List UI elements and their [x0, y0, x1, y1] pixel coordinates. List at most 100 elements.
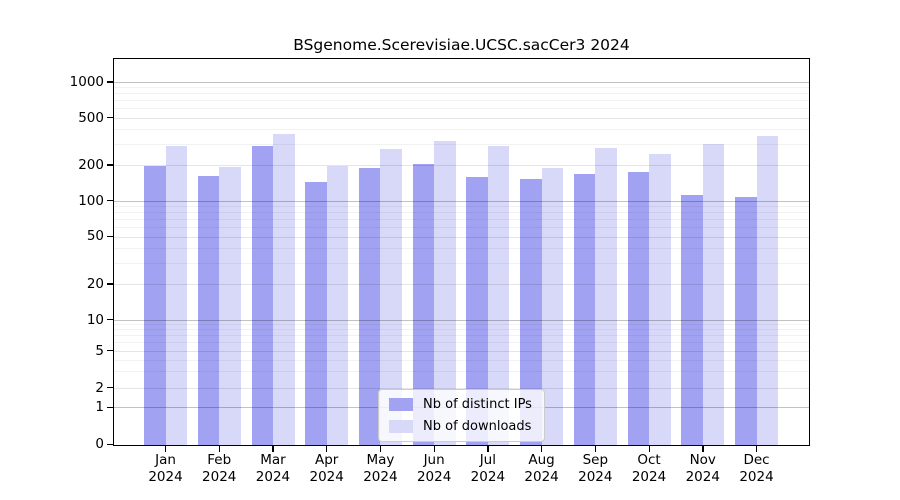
x-tick-mark: [433, 445, 435, 452]
y-tick-mark: [107, 164, 114, 166]
y-tick-label: 500: [78, 109, 104, 126]
gridline: [114, 100, 809, 102]
bar-distinct-ips-jan-2024: [144, 165, 166, 445]
x-tick-mark: [379, 445, 382, 452]
gridline: [114, 371, 809, 373]
bar-distinct-ips-sep-2024: [573, 173, 596, 445]
chart-title: BSgenome.Scerevisiae.UCSC.sacCer3 2024: [293, 36, 630, 54]
y-tick-mark: [107, 283, 114, 285]
x-tick-mark: [326, 445, 328, 452]
gridline: [114, 236, 809, 238]
bars-layer: [114, 59, 809, 445]
legend-swatch-distinct-ips: [389, 398, 413, 411]
gridline: [114, 323, 809, 325]
x-tick-label: May 2024: [348, 452, 412, 486]
y-tick-label: 0: [95, 436, 104, 452]
y-tick-mark: [107, 200, 114, 202]
gridline: [114, 206, 809, 208]
gridline: [114, 219, 809, 221]
x-tick-year: 2024: [578, 469, 613, 485]
gridline: [114, 335, 809, 337]
bar-distinct-ips-oct-2024: [627, 171, 649, 445]
x-tick-label: Mar 2024: [241, 452, 305, 486]
gridline: [114, 262, 809, 264]
x-tick-mark: [165, 445, 167, 452]
legend-label: Nb of distinct IPs: [423, 397, 532, 412]
bar-distinct-ips-may-2024: [358, 167, 381, 445]
bar-downloads-dec-2024: [756, 135, 778, 445]
x-tick-year: 2024: [363, 469, 398, 485]
gridline: [114, 108, 809, 110]
y-tick-mark: [107, 81, 114, 83]
x-tick-year: 2024: [309, 469, 344, 485]
y-tick-label: 1000: [69, 73, 104, 90]
grid-layer: [114, 59, 809, 445]
bar-downloads-oct-2024: [649, 153, 671, 445]
x-tick-mark: [756, 445, 758, 452]
gridline: [114, 319, 809, 321]
x-tick-month: Apr: [314, 452, 339, 468]
gridline: [114, 283, 809, 285]
x-tick-year: 2024: [470, 469, 506, 485]
bar-distinct-ips-aug-2024: [520, 179, 542, 445]
y-tick-label: 10: [86, 311, 104, 328]
bar-distinct-ips-mar-2024: [251, 146, 273, 445]
x-tick-mark: [594, 445, 597, 452]
bar-downloads-mar-2024: [273, 134, 295, 445]
bar-downloads-jun-2024: [434, 141, 456, 445]
x-tick-mark: [702, 445, 704, 452]
gridline: [114, 350, 809, 352]
gridline: [114, 248, 809, 249]
gridline: [114, 227, 809, 229]
x-tick-label: Jun 2024: [402, 452, 466, 486]
gridline: [114, 164, 809, 166]
x-tick-month: Nov: [689, 452, 716, 468]
x-tick-label: Oct 2024: [617, 452, 681, 486]
gridline: [114, 93, 809, 95]
x-tick-month: Jan: [155, 452, 176, 468]
bar-distinct-ips-jul-2024: [466, 176, 488, 445]
y-tick-mark: [107, 319, 114, 321]
y-tick-label: 200: [78, 156, 104, 173]
y-tick-mark: [107, 387, 114, 389]
y-tick-label: 5: [95, 342, 104, 359]
gridline: [114, 87, 809, 89]
bar-downloads-jul-2024: [487, 145, 510, 445]
legend-label: Nb of downloads: [423, 419, 532, 434]
y-tick-mark: [107, 443, 114, 445]
gridline: [114, 359, 809, 361]
x-tick-label: Apr 2024: [295, 452, 359, 486]
y-tick-mark: [107, 350, 114, 352]
y-tick-mark: [107, 406, 114, 409]
x-tick-month: Feb: [207, 452, 232, 468]
y-tick-label: 20: [86, 275, 104, 292]
x-tick-year: 2024: [524, 469, 559, 485]
y-tick-label: 2: [95, 379, 104, 396]
gridline: [114, 387, 809, 389]
bar-downloads-feb-2024: [219, 166, 241, 445]
x-tick-mark: [487, 445, 489, 452]
y-tick-label: 50: [86, 228, 104, 245]
x-tick-month: May: [366, 452, 395, 468]
x-tick-label: Feb 2024: [187, 452, 251, 486]
x-tick-month: Sep: [582, 452, 609, 468]
x-tick-year: 2024: [739, 469, 774, 485]
x-tick-mark: [648, 445, 650, 452]
bar-downloads-may-2024: [380, 148, 402, 445]
legend: Nb of distinct IPs Nb of downloads: [378, 389, 545, 442]
y-tick-mark: [107, 235, 114, 238]
x-tick-label: Aug 2024: [510, 452, 574, 486]
x-tick-mark: [218, 445, 221, 452]
x-tick-label: Jan 2024: [134, 452, 198, 486]
gridline: [114, 144, 809, 145]
x-tick-mark: [541, 445, 543, 452]
bar-downloads-apr-2024: [326, 165, 349, 445]
x-tick-label: Nov 2024: [671, 452, 735, 486]
x-tick-month: Jun: [423, 452, 445, 468]
y-tick-label: 100: [78, 192, 104, 209]
bar-distinct-ips-apr-2024: [305, 181, 327, 445]
plot-area: [113, 58, 810, 446]
bar-downloads-nov-2024: [702, 143, 725, 445]
gridline: [114, 342, 809, 344]
bar-distinct-ips-feb-2024: [197, 175, 220, 445]
